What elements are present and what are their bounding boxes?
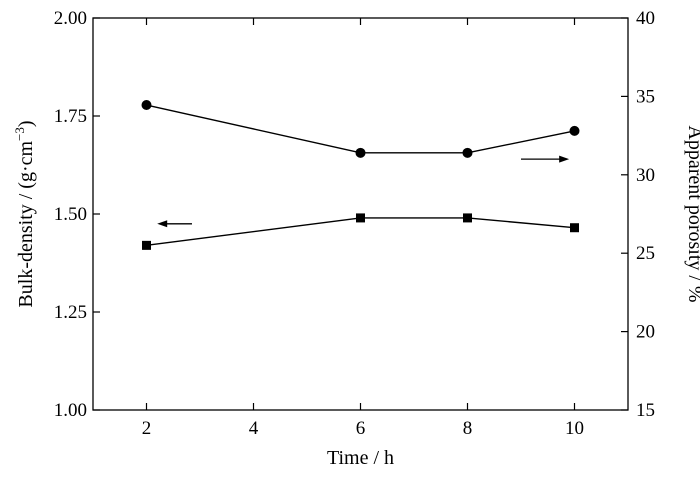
y-left-tick-label: 1.25: [54, 302, 87, 323]
y-left-tick-label: 2.00: [54, 8, 87, 29]
left-axis-arrow: [157, 220, 192, 228]
porosity-point: [355, 147, 366, 158]
y-axis-left-label-exponent: −3: [12, 127, 27, 141]
bulk-density-point: [356, 213, 365, 223]
arrow-head: [157, 220, 168, 228]
porosity-point: [462, 147, 473, 158]
y-right-tick-label: 30: [636, 165, 655, 186]
porosity-line: [146, 104, 575, 154]
x-tick-label: 8: [463, 418, 473, 439]
y-left-tick-label: 1.75: [54, 106, 87, 127]
y-axis-left-label: Bulk-density / (g·cm−3): [12, 120, 37, 307]
y-left-tick-label: 1.50: [54, 204, 87, 225]
x-tick-label: 10: [565, 418, 584, 439]
x-tick-label: 6: [356, 418, 366, 439]
series-layer: [141, 100, 580, 250]
bulk-density-point: [142, 240, 151, 250]
y-right-tick-label: 25: [636, 243, 655, 264]
x-axis-label: Time / h: [327, 447, 394, 469]
y-axis-right-label: Apparent porosity / %: [684, 125, 700, 302]
y-right-tick-label: 15: [636, 400, 655, 421]
y-left-tick-label: 1.00: [54, 400, 87, 421]
porosity-point: [569, 125, 580, 136]
y-right-tick-label: 35: [636, 86, 655, 107]
y-axis-left-label-main: Bulk-density / (g·cm: [15, 140, 37, 307]
arrows-layer: [157, 155, 570, 228]
bulk-density-point: [463, 213, 472, 223]
x-tick-label: 4: [249, 418, 259, 439]
y-axis-left-label-close: ): [15, 120, 37, 127]
x-tick-label: 2: [142, 418, 152, 439]
porosity-point: [141, 100, 152, 111]
right-axis-arrow: [521, 155, 570, 163]
tick-marks: [93, 17, 628, 411]
tick-labels: 2 4 6 8 10 1.00 1.25 1.50 1.75 2.00 15 20 25 30 35 40: [54, 8, 655, 439]
y-right-tick-label: 40: [636, 8, 655, 29]
y-right-tick-label: 20: [636, 322, 655, 343]
arrow-head: [559, 155, 570, 163]
bulk-density-line: [146, 217, 575, 247]
bulk-density-point: [570, 223, 579, 233]
